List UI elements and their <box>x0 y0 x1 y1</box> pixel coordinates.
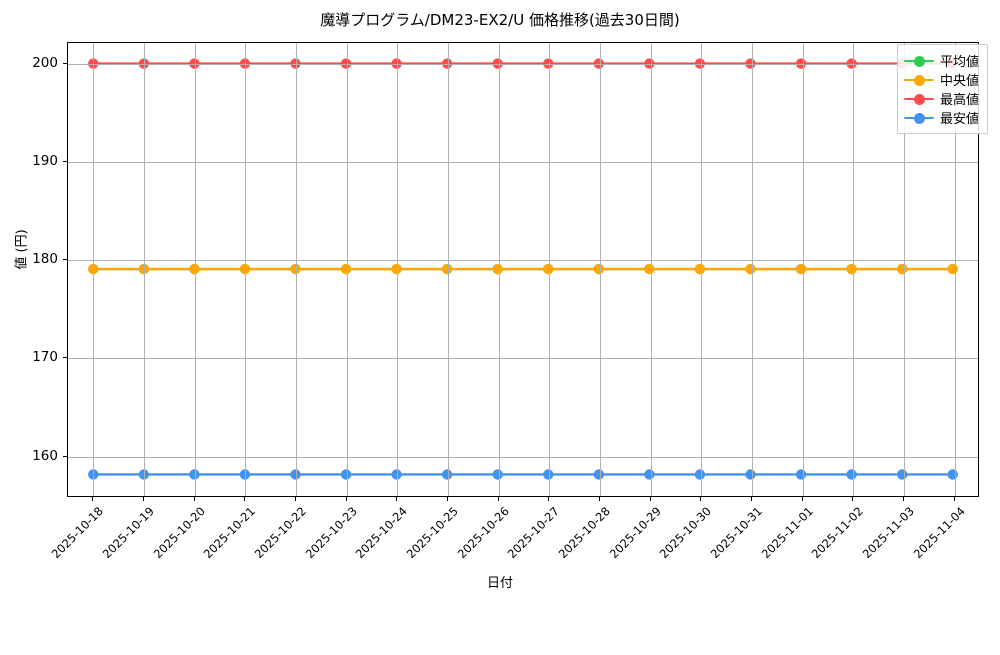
legend-swatch-icon <box>903 54 934 68</box>
gridline-vertical <box>549 43 551 496</box>
series-marker <box>745 263 756 275</box>
x-tick-mark <box>193 497 195 501</box>
series-marker <box>795 263 807 275</box>
y-tick-mark <box>63 62 67 64</box>
x-tick-mark <box>244 497 246 501</box>
series-marker <box>593 469 605 480</box>
gridline-vertical <box>346 43 348 496</box>
x-axis-title: 日付 <box>486 576 513 591</box>
gridline-vertical <box>194 43 196 496</box>
series-marker <box>947 469 958 480</box>
gridline-vertical <box>397 43 399 496</box>
legend-label: 中央値 <box>939 74 979 89</box>
y-tick-mark <box>63 357 67 359</box>
gridline-vertical <box>802 43 804 496</box>
legend-label: 最安値 <box>939 112 979 127</box>
x-tick-mark <box>852 497 854 501</box>
legend-swatch-icon <box>903 92 934 106</box>
series-marker <box>846 469 857 480</box>
series-marker <box>543 469 554 480</box>
series-marker <box>846 263 857 275</box>
y-tick-label: 180 <box>32 251 58 268</box>
gridline-horizontal <box>68 161 978 163</box>
gridline-vertical <box>752 43 753 496</box>
x-tick-mark <box>396 497 398 501</box>
series-marker <box>694 469 706 480</box>
x-tick-mark <box>143 497 144 501</box>
gridline-vertical <box>296 43 297 496</box>
series-marker <box>694 263 706 275</box>
gridline-horizontal <box>68 358 978 360</box>
gridline-vertical <box>600 43 601 496</box>
series-lines <box>88 58 958 480</box>
series-marker <box>543 263 554 275</box>
series-marker <box>745 469 756 480</box>
series-marker <box>644 469 655 480</box>
series-marker <box>644 263 655 275</box>
y-tick-label: 190 <box>32 152 58 169</box>
y-tick-label: 200 <box>32 54 58 71</box>
chart-title: 魔導プログラム/DM23-EX2/U 価格推移(過去30日間) <box>320 11 680 29</box>
series-marker <box>795 263 807 275</box>
x-tick-mark <box>599 497 600 501</box>
gridline-horizontal <box>68 456 978 458</box>
series-marker <box>947 263 958 275</box>
x-tick-mark <box>751 497 752 501</box>
legend-item[interactable]: 最高値 <box>903 89 979 108</box>
gridline-vertical <box>448 43 449 496</box>
legend-swatch-icon <box>903 111 934 125</box>
y-tick-mark <box>63 455 67 457</box>
gridline-vertical <box>650 43 652 496</box>
gridline-vertical <box>245 43 247 496</box>
x-tick-mark <box>497 497 499 501</box>
gridline-vertical <box>498 43 500 496</box>
legend-label: 最高値 <box>939 93 979 108</box>
gridline-vertical <box>954 43 956 496</box>
legend-item[interactable]: 平均値 <box>903 51 979 70</box>
gridline-horizontal <box>68 260 978 262</box>
y-tick-label: 170 <box>32 349 58 366</box>
x-tick-mark <box>953 497 955 501</box>
legend-item[interactable]: 最安値 <box>903 108 979 127</box>
series-marker <box>694 263 706 275</box>
legend-label: 平均値 <box>939 55 979 70</box>
y-tick-label: 160 <box>32 447 58 464</box>
series-marker <box>795 469 807 480</box>
chart-figure: 魔導プログラム/DM23-EX2/U 価格推移(過去30日間) 値 (円) 16… <box>14 11 988 591</box>
y-tick-mark <box>63 259 67 261</box>
gridline-vertical <box>93 43 95 496</box>
gridline-vertical <box>904 43 905 496</box>
x-tick-mark <box>700 497 702 501</box>
series-marker <box>543 263 554 275</box>
series-marker <box>846 263 857 275</box>
x-tick-mark <box>295 497 296 501</box>
legend-swatch-icon <box>903 73 934 87</box>
y-axis-title: 値 (円) <box>14 229 30 270</box>
series-marker <box>644 263 655 275</box>
x-tick-mark <box>649 497 651 501</box>
plot-area <box>67 42 979 497</box>
gridline-vertical <box>144 43 145 496</box>
legend-item[interactable]: 中央値 <box>903 70 979 89</box>
series-marker <box>593 263 605 275</box>
series-marker <box>896 263 908 275</box>
series-marker <box>745 263 756 275</box>
x-tick-mark <box>345 497 347 501</box>
x-tick-mark <box>903 497 904 501</box>
x-tick-mark <box>548 497 550 501</box>
x-tick-mark <box>801 497 803 501</box>
series-marker <box>896 263 908 275</box>
gridline-vertical <box>853 43 855 496</box>
y-tick-mark <box>63 160 67 162</box>
series-marker <box>947 263 958 275</box>
gridline-vertical <box>701 43 703 496</box>
x-tick-mark <box>92 497 94 501</box>
series-marker <box>896 469 908 480</box>
series-marker <box>593 263 605 275</box>
x-tick-mark <box>447 497 448 501</box>
chart-legend: 平均値中央値最高値最安値 <box>896 44 988 134</box>
gridline-horizontal <box>68 63 978 65</box>
